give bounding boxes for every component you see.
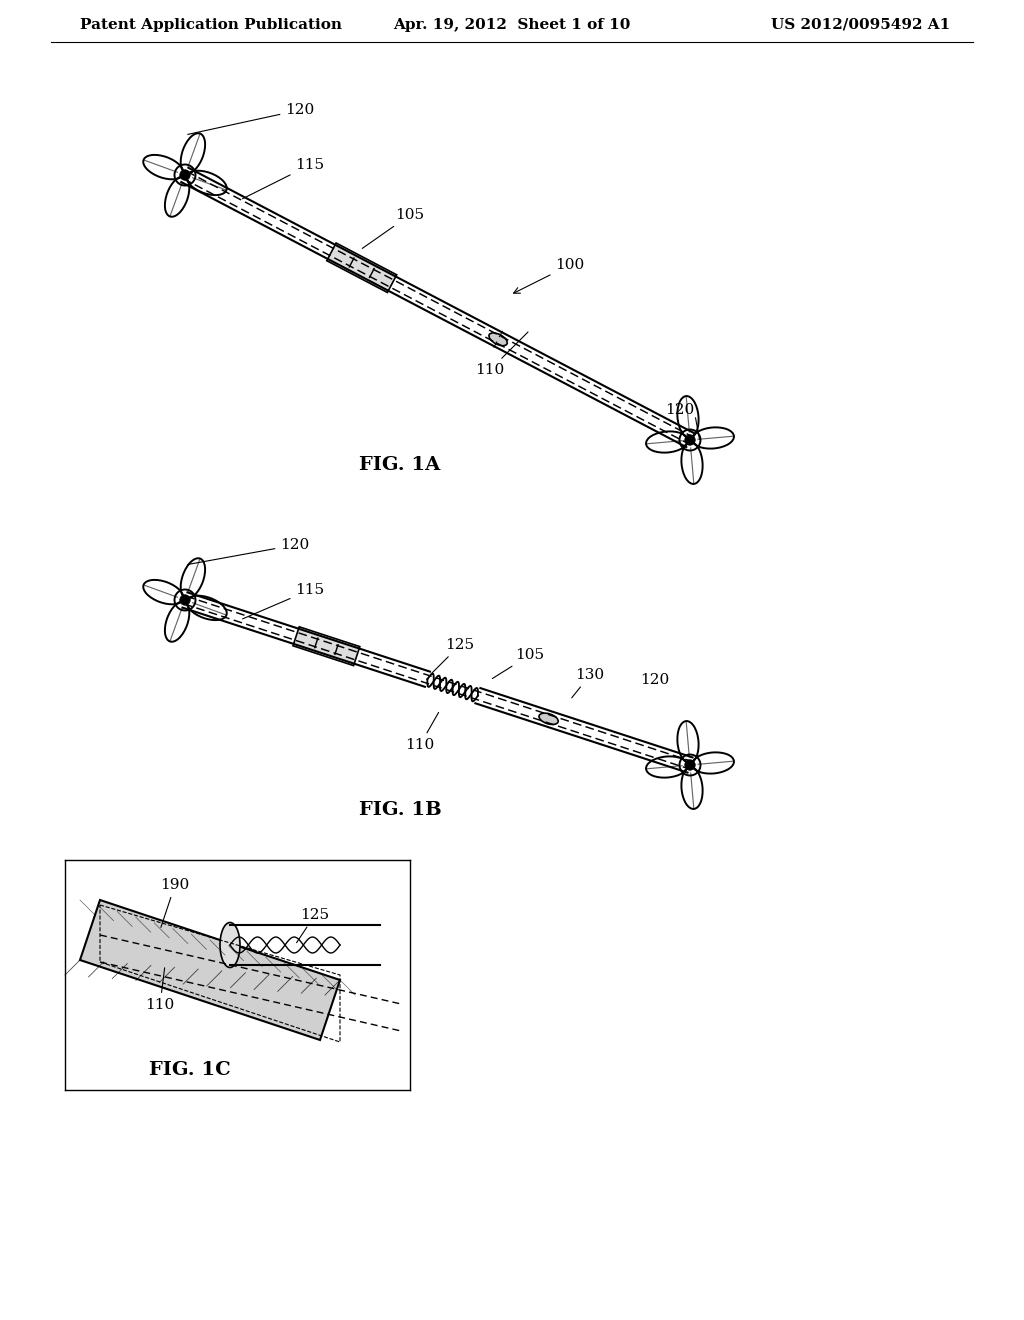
Circle shape bbox=[685, 434, 695, 445]
Text: 130: 130 bbox=[571, 668, 604, 698]
Text: 110: 110 bbox=[145, 968, 175, 1012]
Text: Apr. 19, 2012  Sheet 1 of 10: Apr. 19, 2012 Sheet 1 of 10 bbox=[393, 18, 631, 32]
Text: FIG. 1A: FIG. 1A bbox=[359, 455, 440, 474]
Polygon shape bbox=[80, 900, 340, 1040]
Polygon shape bbox=[327, 243, 396, 293]
Text: 120: 120 bbox=[187, 539, 309, 565]
Text: 105: 105 bbox=[493, 648, 545, 678]
Circle shape bbox=[180, 595, 190, 606]
Text: 120: 120 bbox=[666, 403, 694, 417]
Polygon shape bbox=[293, 627, 359, 665]
Text: 120: 120 bbox=[640, 673, 670, 686]
Text: 125: 125 bbox=[432, 638, 474, 673]
Text: 120: 120 bbox=[187, 103, 314, 135]
Text: 190: 190 bbox=[161, 878, 189, 928]
Circle shape bbox=[685, 760, 695, 771]
Text: 110: 110 bbox=[475, 331, 528, 378]
Text: FIG. 1C: FIG. 1C bbox=[150, 1061, 230, 1078]
Circle shape bbox=[180, 170, 190, 181]
Text: 115: 115 bbox=[243, 158, 325, 199]
Text: 110: 110 bbox=[406, 713, 438, 752]
Ellipse shape bbox=[220, 923, 240, 968]
Text: 125: 125 bbox=[297, 908, 330, 942]
Text: FIG. 1B: FIG. 1B bbox=[358, 801, 441, 818]
Ellipse shape bbox=[488, 333, 507, 346]
Text: 115: 115 bbox=[243, 583, 325, 619]
Ellipse shape bbox=[539, 713, 558, 725]
Text: 100: 100 bbox=[514, 257, 585, 293]
Text: Patent Application Publication: Patent Application Publication bbox=[80, 18, 342, 32]
Text: US 2012/0095492 A1: US 2012/0095492 A1 bbox=[771, 18, 950, 32]
Text: 105: 105 bbox=[362, 209, 425, 248]
